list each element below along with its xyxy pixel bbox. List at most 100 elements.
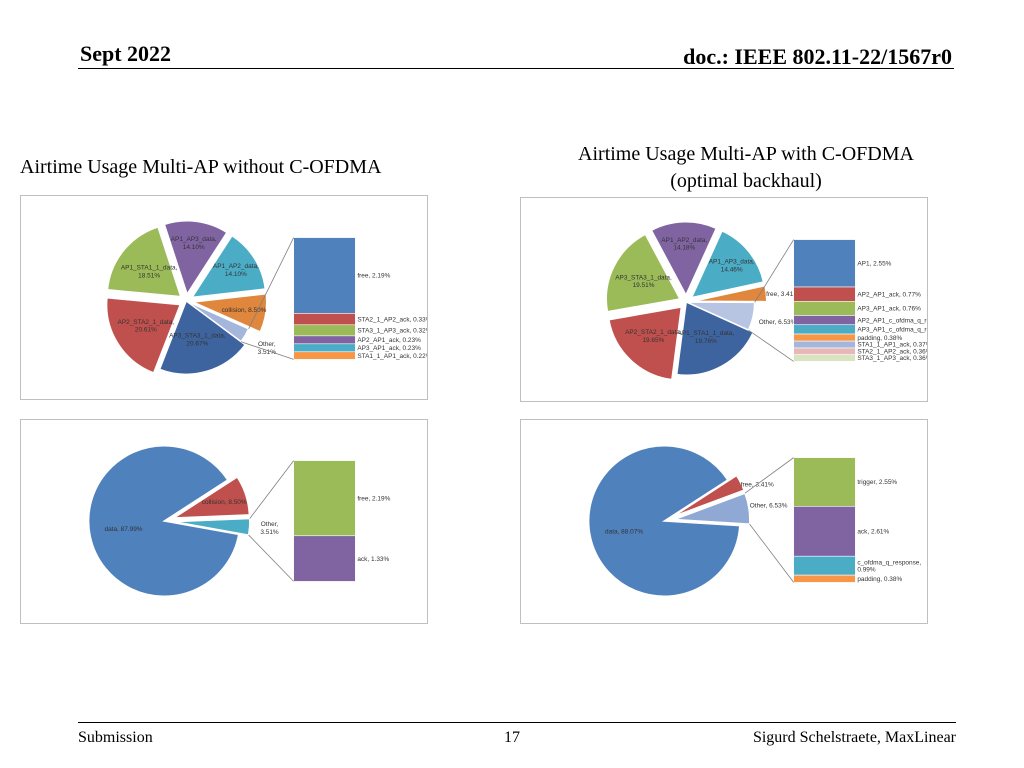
bar-segment-sta1-1-ap1-ack-0-37	[793, 340, 856, 349]
pie-slice-data-87-99	[87, 445, 240, 597]
bar-segment-sta2-1-ap2-ack-0-36	[793, 347, 856, 355]
pie-label-ap2-sta2-1-data: AP2_STA2_1_data,	[118, 319, 175, 326]
bar-segment-ap3-ap1-c-ofdma-q-res	[793, 324, 856, 335]
bar-segment-ack-2-61	[793, 506, 856, 557]
pie-slice-ap1-ap3-data	[163, 220, 228, 296]
bar-label-trigger-2-55: trigger, 2.55%	[857, 479, 897, 486]
chart-without-cofdma-summary: collision, 8.50% Other, 3.51% data, 87.99% f…	[20, 419, 428, 624]
bar-segment-free-2-19	[293, 237, 356, 314]
connector-line-top	[249, 460, 294, 519]
chart-svg: AP1_AP3_data,14.10%AP1_AP2_data,14.10%co…	[105, 220, 427, 375]
bar-label-ack-1-33: ack, 1.33%	[357, 556, 389, 563]
pie-label-14-46: 14.46%	[721, 266, 743, 273]
pie-label-ap1-sta1-1-data: AP1_STA1_1_data,	[678, 330, 735, 337]
pie-label-20-67: 20.67%	[186, 341, 208, 348]
bar-label-sta3-1-ap3-ack-0-32: STA3_1_AP3_ack, 0.32%	[357, 328, 427, 335]
pie-label-free-3-41: free, 3.41%	[766, 291, 799, 298]
pie-label-14-10: 14.10%	[225, 271, 247, 278]
bar-segment-sta2-1-ap2-ack-0-33	[293, 313, 356, 326]
pie-label-ap1-ap3-data: AP1_AP3_data,	[171, 236, 217, 243]
pie-label-other: Other,	[258, 341, 276, 348]
connector-line-bottom	[248, 534, 294, 582]
bar-label-free-2-19: free, 2.19%	[357, 495, 390, 502]
pie-label-ap1-ap3-data: AP1_AP3_data,	[709, 258, 755, 265]
header-divider	[78, 68, 954, 69]
pie-slice-ap1-sta1-1-data	[675, 300, 755, 376]
pie-label-19-51: 19.51%	[633, 282, 655, 289]
connector-line-bottom	[240, 341, 294, 360]
bar-label-ap3-ap1-ack-0-23: AP3_AP1_ack, 0.23%	[357, 345, 421, 352]
pie-label-other-6-53: Other, 6.53%	[750, 503, 788, 510]
connector-line-bottom	[748, 329, 794, 362]
footer-submission: Submission	[78, 729, 153, 746]
bar-segment-ap2-ap1-ack-0-23	[293, 335, 356, 345]
pie-label-ap1-ap2-data: AP1_AP2_data,	[213, 263, 259, 270]
bar-label-sta3-1-ap3-ack-0-36: STA3_1_AP3_ack, 0.36%	[857, 355, 927, 362]
pie-label-3-51: 3.51%	[258, 349, 277, 356]
header-doc-id: doc.: IEEE 802.11-22/1567r0	[683, 44, 952, 69]
bar-label-sta2-1-ap2-ack-0-33: STA2_1_AP2_ack, 0.33%	[357, 316, 427, 323]
pie-label-ap2-sta2-1-data: AP2_STA2_1_data,	[625, 329, 682, 336]
pie-label-data-88-07: data, 88.07%	[605, 529, 643, 536]
footer-page-number: 17	[504, 729, 520, 746]
footer-divider	[78, 722, 956, 723]
bar-label-padding-0-38: padding, 0.38%	[857, 576, 902, 583]
bar-label-sta1-1-ap1-ack-0-22: STA1_1_AP1_ack, 0.22%	[357, 353, 427, 360]
pie-slice-ap3-sta3-1-data	[605, 233, 682, 313]
bar-segment-ap2-ap1-ack-0-77	[793, 286, 856, 302]
pie-slice-data-88-07	[587, 445, 741, 597]
title-with-cofdma-line2: (optimal backhaul)	[670, 170, 822, 192]
pie-slice-ap1-ap3-data	[690, 229, 765, 299]
pie-label-3-51: 3.51%	[260, 529, 279, 536]
title-with-cofdma: Airtime Usage Multi-AP with C-OFDMA (opt…	[520, 141, 972, 195]
pie-label-ap3-sta3-1-data: AP3_STA3_1_data,	[615, 274, 672, 281]
pie-label-data-87-99: data, 87.99%	[104, 526, 142, 533]
pie-label-collision-8-50: collision, 8.50%	[202, 499, 247, 506]
bar-label-ap2-ap1-c-ofdma-q-res: AP2_AP1_c_ofdma_q_res	[857, 317, 927, 324]
footer-author: Sigurd Schelstraete, MaxLinear	[752, 729, 956, 746]
bar-label-ack-2-61: ack, 2.61%	[857, 528, 889, 535]
connector-line-bottom	[749, 523, 794, 583]
pie-slice-collision-8-50	[171, 475, 251, 519]
bar-segment-c-ofdma-q-response	[793, 555, 856, 576]
pie-label-14-18: 14.18%	[673, 245, 695, 252]
chart-with-cofdma-summary: free, 3.41% Other, 6.53% data, 88.07% trigg…	[520, 419, 928, 624]
bar-label-padding-0-38: padding, 0.38%	[857, 335, 902, 342]
pie-slice-other-6-53	[673, 492, 751, 525]
bar-label-ap2-ap1-ack-0-77: AP2_AP1_ack, 0.77%	[857, 291, 921, 298]
bar-segment-ap3-ap1-ack-0-76	[793, 301, 856, 316]
bar-segment-free-2-19	[293, 460, 356, 537]
pie-label-19-76: 19.76%	[695, 338, 717, 345]
bar-segment-ap2-ap1-c-ofdma-q-res	[793, 315, 856, 326]
pie-slice-ap1-ap2-data	[650, 221, 718, 297]
bar-segment-ack-1-33	[293, 535, 356, 582]
pie-slice-ap2-sta2-1-data	[607, 306, 683, 381]
bar-label-ap3-ap1-c-ofdma-q-res: AP3_AP1_c_ofdma_q_res	[857, 327, 927, 334]
pie-slice-free-3-41	[672, 474, 745, 518]
pie-label-ap1-ap2-data: AP1_AP2_data,	[661, 237, 707, 244]
bar-segment-sta3-1-ap3-ack-0-32	[293, 324, 356, 337]
pie-label-other: Other,	[261, 521, 279, 528]
bar-segment-ap3-ap1-ack-0-23	[293, 343, 356, 353]
bar-segment-sta3-1-ap3-ack-0-36	[793, 354, 856, 362]
bar-label-sta2-1-ap2-ack-0-36: STA2_1_AP2_ack, 0.36%	[857, 349, 927, 356]
bar-segment-padding-0-38	[793, 574, 856, 583]
pie-label-19-65: 19.65%	[642, 337, 664, 344]
bar-segment-sta1-1-ap1-ack-0-22	[293, 351, 356, 360]
connector-line-top	[744, 457, 794, 494]
bar-segment-padding-0-38	[793, 333, 856, 342]
connector-line-top	[754, 239, 794, 303]
pie-slice-ap1-sta1-1-data	[106, 226, 182, 298]
pie-label-ap1-sta1-1-data: AP1_STA1_1_data,	[121, 264, 178, 271]
chart-without-cofdma-detail: AP1_AP3_data, 14.10% AP1_AP2_data, 14.10% co…	[20, 195, 428, 400]
bar-label-ap3-ap1-ack-0-76: AP3_AP1_ack, 0.76%	[857, 306, 921, 313]
pie-label-collision-8-50: collision, 8.50%	[222, 307, 267, 314]
pie-label-free-3-41: free, 3.41%	[741, 481, 774, 488]
chart-svg: free, 3.41% Other, 6.53% data, 88.07% trigg…	[587, 445, 921, 597]
pie-label-20-61: 20.61%	[135, 327, 157, 334]
header-date: Sept 2022	[80, 41, 172, 66]
chart-svg: collision, 8.50% Other,3.51% data, 87.99% f…	[87, 445, 391, 597]
pie-label-14-10: 14.10%	[183, 244, 205, 251]
bar-label-free-2-19: free, 2.19%	[357, 273, 390, 280]
bar-segment-trigger-2-55	[793, 457, 856, 507]
